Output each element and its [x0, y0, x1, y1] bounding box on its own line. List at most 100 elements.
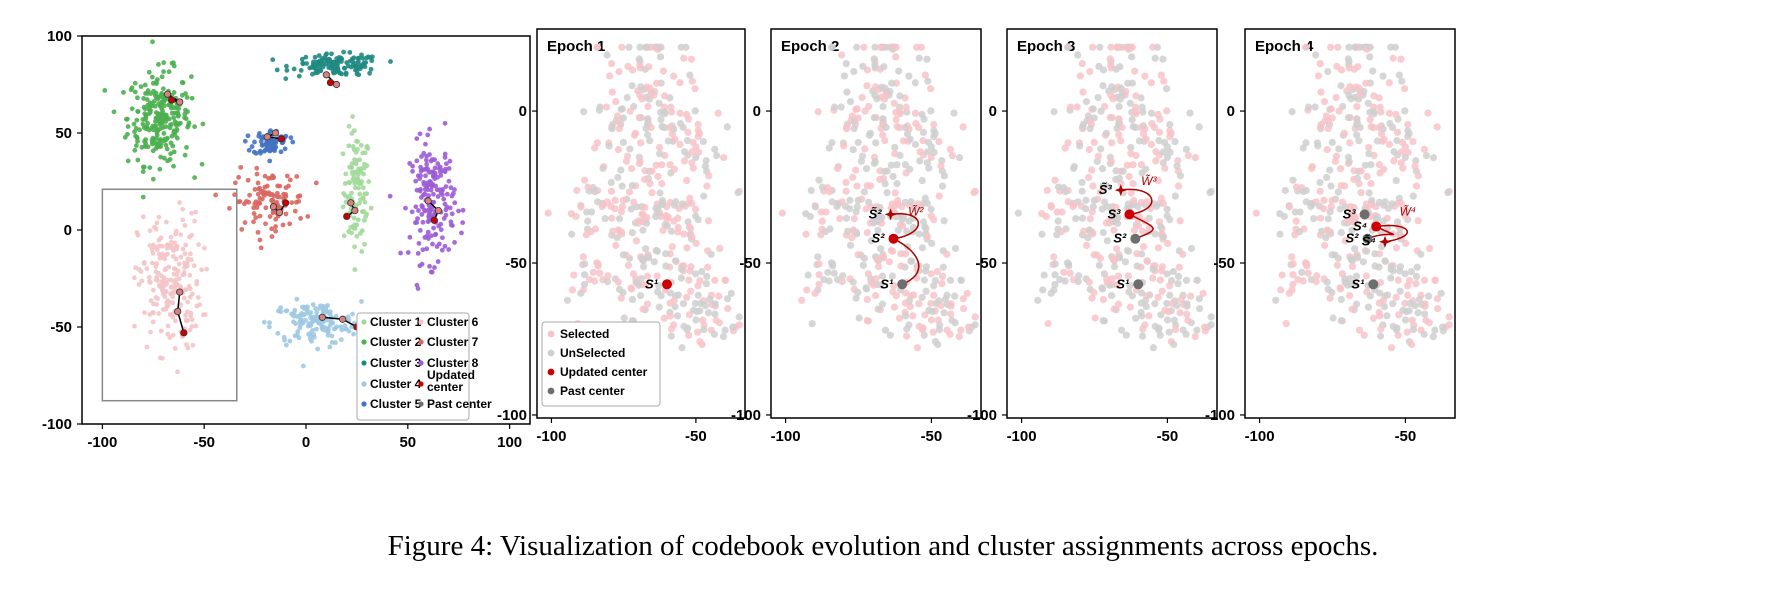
selected-point	[1289, 280, 1297, 289]
selected-point	[1350, 175, 1358, 184]
unselected-point	[1347, 256, 1356, 264]
unselected-point	[711, 310, 719, 318]
unselected-point	[1169, 267, 1177, 276]
cluster-point	[168, 285, 174, 290]
selected-point	[1107, 43, 1115, 51]
unselected-point	[1159, 159, 1167, 167]
cluster-point	[138, 84, 144, 90]
unselected-point	[1361, 161, 1369, 169]
unselected-point	[607, 178, 615, 187]
unselected-point	[1352, 272, 1361, 280]
selected-point	[1365, 143, 1373, 152]
selected-point	[632, 237, 641, 245]
cluster-point	[158, 328, 164, 334]
unselected-point	[1159, 148, 1168, 156]
unselected-point	[855, 314, 863, 322]
legend-label: center	[427, 380, 463, 394]
cluster-point	[274, 199, 280, 205]
updated-center	[343, 212, 351, 221]
cluster-point	[353, 203, 359, 208]
cluster-point	[336, 55, 342, 60]
legend-label: Past center	[560, 384, 625, 398]
y-tick-label: -50	[50, 319, 72, 336]
unselected-point	[859, 261, 867, 269]
zoom-box	[101, 188, 238, 402]
panel-title: Epoch 2	[781, 38, 839, 55]
unselected-point	[1040, 271, 1048, 279]
unselected-point	[1335, 145, 1343, 153]
y-tick-label: -50	[505, 255, 527, 272]
unselected-point	[878, 213, 886, 222]
selected-point	[1412, 182, 1421, 190]
cluster-point	[142, 82, 148, 88]
cluster-point	[141, 164, 147, 170]
unselected-point	[1078, 178, 1086, 187]
unselected-point	[871, 43, 879, 51]
cluster-point	[134, 229, 140, 235]
cluster-point	[251, 149, 257, 155]
selected-point	[653, 272, 661, 280]
cluster-point	[310, 317, 315, 323]
selected-point	[1401, 299, 1409, 308]
selected-point	[1375, 299, 1383, 307]
unselected-point	[1100, 270, 1108, 278]
cluster-point	[135, 95, 140, 101]
selected-point	[897, 250, 905, 258]
selected-point	[842, 178, 850, 187]
unselected-point	[1089, 105, 1097, 113]
cluster-point	[125, 158, 131, 164]
selected-point	[915, 123, 923, 132]
cluster-point	[156, 214, 162, 220]
selected-point	[1328, 114, 1336, 122]
unselected-point	[1163, 85, 1171, 93]
unselected-point	[807, 186, 815, 195]
selected-point	[896, 108, 904, 116]
unselected-point	[1431, 326, 1439, 334]
cluster-point	[257, 237, 263, 243]
selected-point	[891, 189, 899, 197]
unselected-point	[811, 203, 820, 211]
selected-point	[902, 103, 910, 111]
selected-point	[861, 107, 869, 115]
unselected-point	[1398, 77, 1406, 85]
unselected-point	[1121, 258, 1129, 266]
cluster-point	[398, 250, 403, 256]
unselected-point	[734, 188, 742, 197]
selected-point	[893, 122, 901, 131]
unselected-point	[1353, 253, 1362, 261]
unselected-point	[1437, 289, 1445, 297]
selected-point	[970, 188, 978, 197]
unselected-point	[711, 300, 719, 308]
selected-point	[698, 340, 706, 349]
cluster-point	[362, 64, 368, 70]
cluster-point	[175, 369, 180, 375]
plot-frame	[1006, 28, 1218, 419]
legend-marker	[547, 330, 555, 338]
selected-point	[670, 72, 678, 80]
selected-point	[689, 164, 697, 172]
selected-point	[1401, 205, 1409, 213]
selected-point	[1392, 110, 1400, 119]
selected-point	[1323, 226, 1331, 234]
cluster-point	[326, 58, 331, 64]
past-center	[339, 315, 347, 323]
selected-point	[1137, 123, 1145, 132]
unselected-point	[907, 257, 915, 265]
cluster-point	[164, 146, 170, 152]
selected-point	[648, 189, 656, 197]
cluster-point	[150, 250, 156, 256]
selected-point	[1369, 314, 1378, 322]
cluster-point	[246, 199, 252, 205]
unselected-point	[1334, 188, 1342, 196]
cluster-point	[418, 164, 423, 170]
unselected-point	[1373, 213, 1381, 221]
cluster-point	[146, 127, 152, 133]
selected-point	[1174, 156, 1182, 165]
unselected-point	[580, 271, 589, 279]
unselected-point	[1127, 143, 1135, 152]
cluster-point	[204, 266, 210, 272]
selected-point	[933, 267, 941, 276]
unselected-point	[911, 140, 920, 149]
selected-point	[658, 161, 666, 169]
selected-point	[1399, 164, 1407, 172]
